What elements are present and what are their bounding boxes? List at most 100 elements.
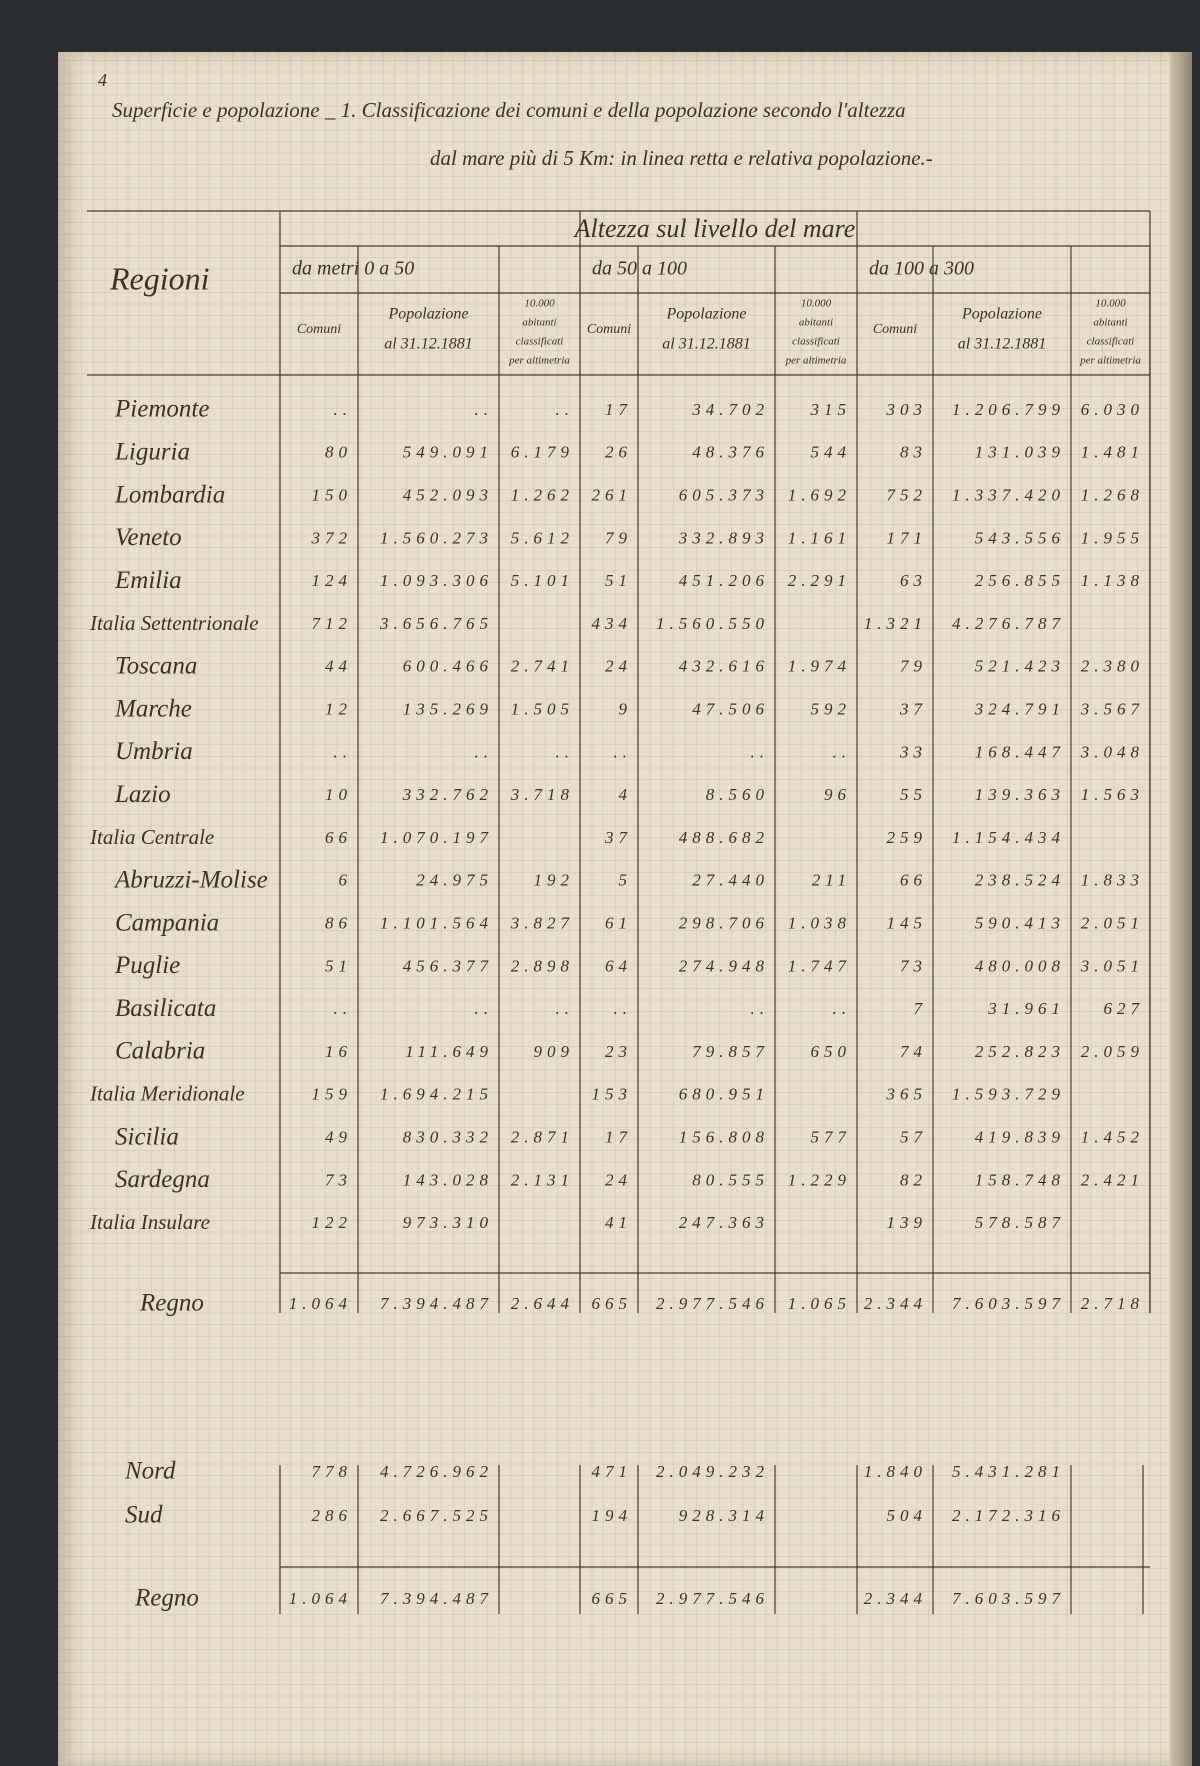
table-cell: 6.179 (511, 443, 574, 462)
table-cell: 17 (605, 400, 632, 419)
table-cell: 2.718 (1081, 1294, 1144, 1313)
page-edge (1170, 52, 1192, 1766)
table-cell: 3.718 (510, 785, 574, 804)
column-header: Popolazione (388, 306, 469, 323)
table-cell: 5.101 (511, 571, 574, 590)
table-cell: 332.762 (402, 785, 493, 804)
region-name: Toscana (115, 653, 197, 680)
table-cell: 41 (605, 1213, 632, 1232)
table-cell: 82 (900, 1170, 927, 1189)
region-name: Marche (114, 695, 192, 722)
table-cell: 2.291 (788, 571, 851, 590)
column-header: abitanti (522, 317, 556, 329)
table-cell: 2.977.546 (656, 1589, 769, 1608)
table-cell: 131.039 (975, 443, 1065, 462)
table-cell: 1.206.799 (952, 400, 1065, 419)
table-cell: 3.827 (510, 914, 574, 933)
region-name: Sud (125, 1502, 163, 1529)
region-name: Italia Insulare (89, 1210, 210, 1234)
table-cell: 7.603.597 (952, 1294, 1065, 1313)
table-cell: .. (751, 742, 770, 761)
table-cell: .. (334, 742, 353, 761)
table-cell: 238.524 (975, 871, 1065, 890)
table-cell: 2.059 (1081, 1042, 1144, 1061)
table-cell: 488.682 (679, 828, 769, 847)
table-cell: 434 (592, 614, 633, 633)
column-header: per altimetria (785, 355, 847, 367)
table-cell: 605.373 (679, 486, 769, 505)
table-cell: 1.505 (511, 700, 574, 719)
altitude-header: Altezza sul livello del mare (573, 214, 856, 243)
table-cell: 452.093 (403, 486, 493, 505)
column-header: Popolazione (961, 306, 1042, 323)
table-cell: 44 (325, 657, 352, 676)
table-cell: 259 (887, 828, 928, 847)
table-cell: 12 (325, 700, 352, 719)
table-cell: .. (614, 742, 633, 761)
table-cell: 8.560 (706, 785, 769, 804)
table-cell: 7.394.487 (380, 1589, 493, 1608)
table-cell: 451.206 (679, 571, 769, 590)
column-header: Comuni (297, 322, 341, 337)
table-cell: 86 (325, 914, 352, 933)
table-cell: 55 (900, 785, 927, 804)
table-cell: 332.893 (678, 528, 769, 547)
table-cell: 303 (886, 400, 928, 419)
region-name: Italia Centrale (89, 825, 214, 849)
table-cell: 135.269 (403, 700, 493, 719)
table-cell: 3.656.765 (379, 614, 493, 633)
table-cell: 5 (619, 871, 633, 890)
table-cell: 150 (312, 486, 353, 505)
table-cell: 2.421 (1081, 1170, 1144, 1189)
table-cell: 1.321 (864, 614, 927, 633)
table-cell: 51 (605, 571, 632, 590)
group-header: da metri 0 a 50 (292, 258, 414, 280)
table-cell: .. (475, 742, 494, 761)
table-cell: 6.030 (1081, 400, 1144, 419)
table-cell: 1.154.434 (952, 828, 1065, 847)
table-cell: .. (334, 400, 353, 419)
table-cell: 192 (534, 871, 575, 890)
column-header: al 31.12.1881 (662, 336, 750, 353)
table-cell: 324.791 (974, 700, 1065, 719)
table-cell: 5.612 (511, 528, 574, 547)
table-cell: .. (334, 999, 353, 1018)
table-cell: 1.161 (788, 528, 851, 547)
table-cell: 79 (605, 528, 632, 547)
table-cell: 49 (325, 1128, 352, 1147)
region-name: Calabria (115, 1038, 205, 1065)
table-cell: 74 (900, 1042, 927, 1061)
table-cell: 168.447 (975, 742, 1065, 761)
table-cell: 712 (312, 614, 353, 633)
table-cell: .. (833, 742, 852, 761)
table-cell: 1.229 (788, 1170, 851, 1189)
table-cell: 928.314 (679, 1506, 769, 1525)
table-cell: 1.070.197 (380, 828, 493, 847)
table-cell: 61 (605, 914, 632, 933)
table-cell: 2.380 (1081, 657, 1144, 676)
table-cell: 4.276.787 (952, 614, 1065, 633)
table-cell: 27.440 (692, 871, 769, 890)
table-cell: 1.101.564 (380, 914, 493, 933)
table-cell: 23 (605, 1042, 632, 1061)
region-name: Regno (139, 1290, 204, 1317)
column-header: 10.000 (524, 298, 555, 310)
table-cell: 37 (604, 828, 632, 847)
table-cell: 16 (325, 1042, 352, 1061)
table-cell: 504 (887, 1506, 928, 1525)
table-cell: 51 (325, 956, 352, 975)
table-cell: 7.603.597 (952, 1589, 1065, 1608)
table-cell: 63 (900, 571, 927, 590)
table-cell: 778 (312, 1462, 353, 1481)
table-cell: 432.616 (679, 657, 769, 676)
column-header: per altimetria (1079, 355, 1141, 367)
table-cell: 2.644 (511, 1294, 574, 1313)
region-name: Italia Meridionale (89, 1082, 245, 1106)
table-cell: 590.413 (975, 914, 1065, 933)
table-cell: 139 (887, 1213, 928, 1232)
table-cell: 3.567 (1080, 700, 1144, 719)
table-cell: 2.898 (511, 956, 574, 975)
table-cell: 973.310 (403, 1213, 493, 1232)
table-cell: 600.466 (403, 657, 493, 676)
table-cell: 3.051 (1080, 956, 1144, 975)
